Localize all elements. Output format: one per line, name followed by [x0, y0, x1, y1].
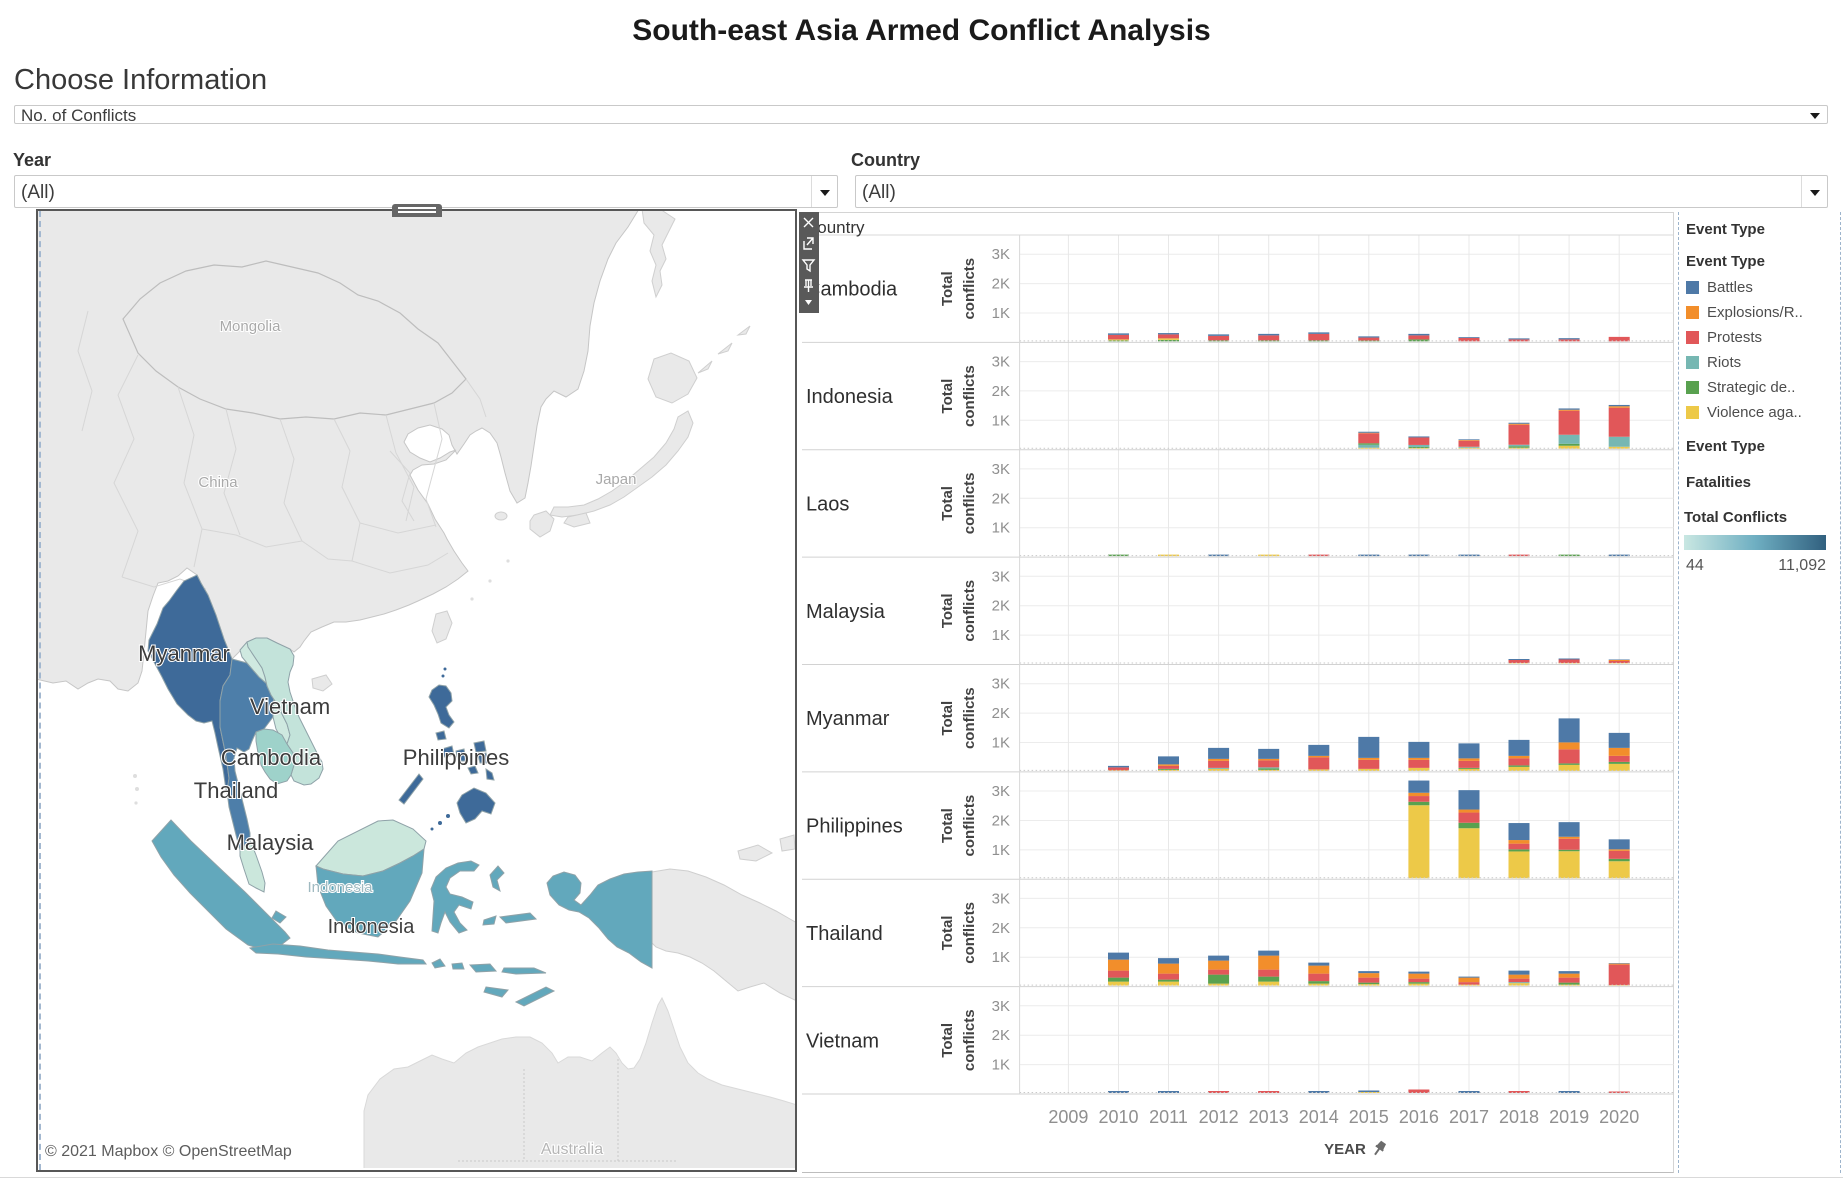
svg-text:2018: 2018 — [1499, 1107, 1539, 1127]
svg-text:1K: 1K — [992, 842, 1010, 859]
svg-text:3K: 3K — [992, 461, 1010, 478]
svg-text:Indonesia: Indonesia — [307, 879, 373, 896]
svg-text:Indonesia: Indonesia — [806, 386, 894, 408]
svg-text:2014: 2014 — [1299, 1107, 1339, 1127]
svg-text:2K: 2K — [992, 705, 1010, 722]
svg-text:2012: 2012 — [1199, 1107, 1239, 1127]
svg-text:Total: Total — [939, 916, 956, 951]
svg-text:Total: Total — [939, 701, 956, 736]
svg-text:Mongolia: Mongolia — [220, 318, 282, 335]
svg-text:1K: 1K — [992, 1057, 1010, 1074]
svg-text:3K: 3K — [992, 354, 1010, 371]
svg-text:Total: Total — [939, 486, 956, 521]
svg-text:3K: 3K — [992, 676, 1010, 693]
svg-text:3K: 3K — [992, 783, 1010, 800]
svg-text:2016: 2016 — [1399, 1107, 1439, 1127]
svg-text:2017: 2017 — [1449, 1107, 1489, 1127]
svg-text:Total: Total — [939, 271, 956, 306]
svg-text:2K: 2K — [992, 276, 1010, 293]
svg-text:Country: Country — [805, 218, 865, 237]
svg-text:conflicts: conflicts — [961, 687, 978, 749]
svg-text:Myanmar: Myanmar — [138, 641, 230, 666]
svg-text:Total: Total — [939, 593, 956, 628]
svg-text:Cambodia: Cambodia — [806, 279, 898, 301]
svg-text:Cambodia: Cambodia — [221, 745, 322, 770]
svg-text:2020: 2020 — [1599, 1107, 1639, 1127]
svg-text:conflicts: conflicts — [961, 580, 978, 642]
svg-text:YEAR: YEAR — [1324, 1141, 1366, 1158]
svg-text:2K: 2K — [992, 383, 1010, 400]
svg-text:2010: 2010 — [1098, 1107, 1138, 1127]
svg-text:1K: 1K — [992, 627, 1010, 644]
svg-text:Thailand: Thailand — [194, 778, 278, 803]
svg-text:Japan: Japan — [596, 471, 637, 488]
svg-text:1K: 1K — [992, 735, 1010, 752]
svg-text:Myanmar: Myanmar — [806, 708, 890, 730]
svg-text:1K: 1K — [992, 949, 1010, 966]
svg-text:Malaysia: Malaysia — [227, 830, 315, 855]
svg-text:conflicts: conflicts — [961, 795, 978, 857]
svg-text:2K: 2K — [992, 598, 1010, 615]
svg-text:2K: 2K — [992, 1027, 1010, 1044]
svg-text:Laos: Laos — [806, 493, 849, 515]
svg-text:2019: 2019 — [1549, 1107, 1589, 1127]
svg-text:Philippines: Philippines — [806, 816, 903, 838]
svg-text:Indonesia: Indonesia — [328, 916, 416, 938]
svg-text:3K: 3K — [992, 890, 1010, 907]
svg-text:2013: 2013 — [1249, 1107, 1289, 1127]
svg-text:Total: Total — [939, 379, 956, 414]
svg-text:2K: 2K — [992, 920, 1010, 937]
svg-text:Total: Total — [939, 1023, 956, 1058]
svg-text:Thailand: Thailand — [806, 923, 883, 945]
svg-text:3K: 3K — [992, 568, 1010, 585]
svg-text:conflicts: conflicts — [961, 473, 978, 535]
svg-text:Australia: Australia — [541, 1141, 603, 1158]
svg-text:Vietnam: Vietnam — [806, 1030, 879, 1052]
svg-text:conflicts: conflicts — [961, 258, 978, 320]
svg-text:2011: 2011 — [1149, 1107, 1188, 1127]
svg-text:2015: 2015 — [1349, 1107, 1389, 1127]
svg-text:conflicts: conflicts — [961, 1009, 978, 1071]
svg-text:Vietnam: Vietnam — [250, 694, 330, 719]
svg-text:conflicts: conflicts — [961, 365, 978, 427]
svg-text:2009: 2009 — [1048, 1107, 1088, 1127]
svg-text:Total: Total — [939, 808, 956, 843]
svg-text:conflicts: conflicts — [961, 902, 978, 964]
svg-text:1K: 1K — [992, 520, 1010, 537]
svg-text:Malaysia: Malaysia — [806, 601, 886, 623]
svg-text:3K: 3K — [992, 998, 1010, 1015]
svg-text:1K: 1K — [992, 305, 1010, 322]
svg-text:2K: 2K — [992, 813, 1010, 830]
svg-text:3K: 3K — [992, 246, 1010, 263]
svg-text:China: China — [198, 474, 238, 491]
svg-text:2K: 2K — [992, 490, 1010, 507]
svg-text:1K: 1K — [992, 412, 1010, 429]
svg-text:Philippines: Philippines — [403, 745, 509, 770]
